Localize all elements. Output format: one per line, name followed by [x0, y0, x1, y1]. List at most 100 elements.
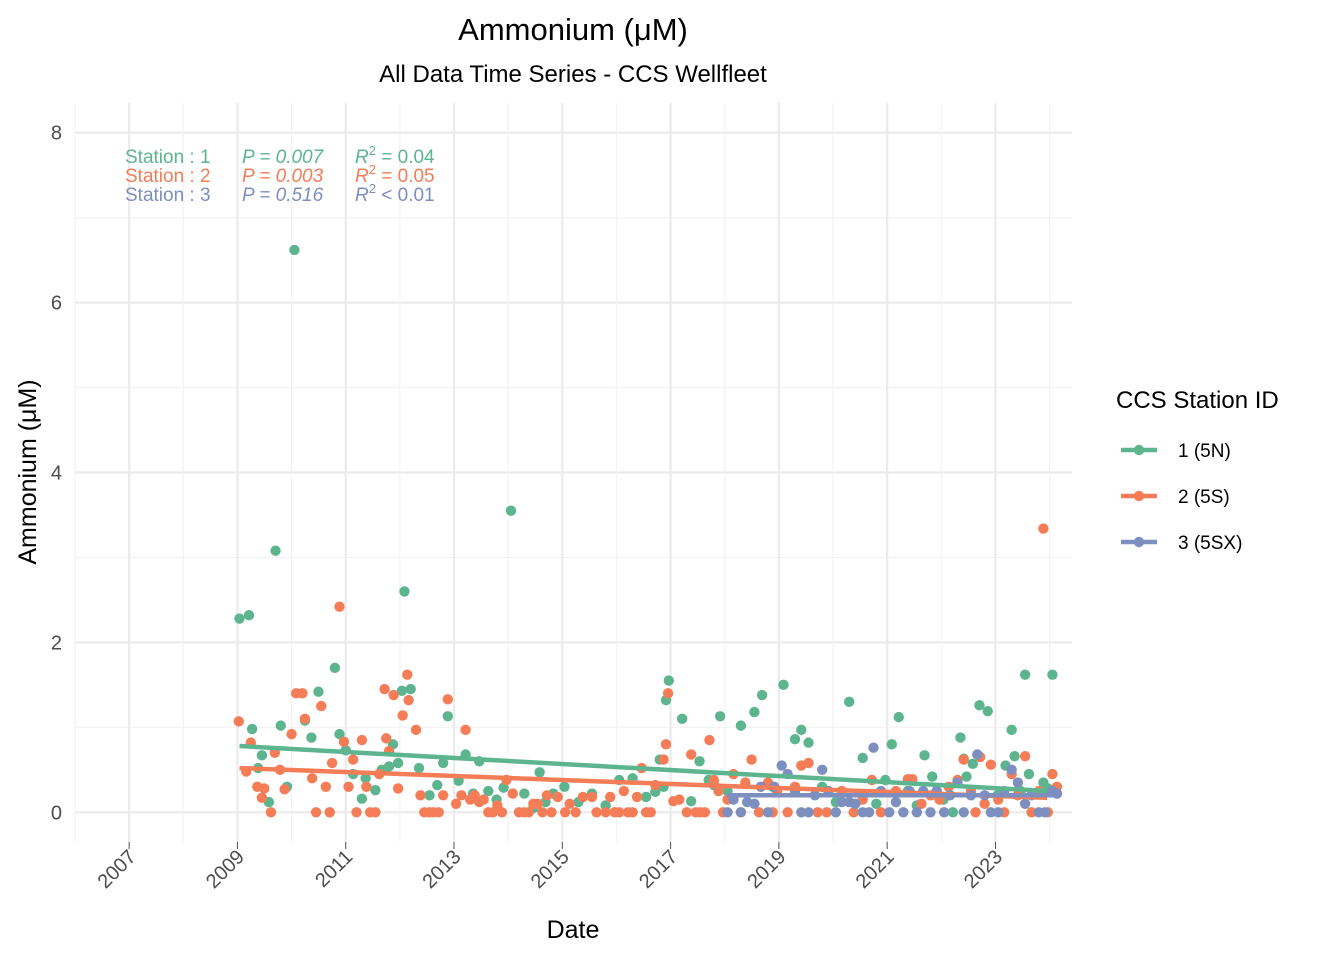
data-point — [640, 791, 652, 803]
data-point — [884, 807, 895, 818]
data-point — [1047, 669, 1058, 680]
data-point — [886, 739, 897, 750]
data-point — [552, 791, 563, 803]
data-point — [947, 807, 959, 818]
data-point — [796, 807, 807, 818]
x-tick-label: 2011 — [311, 846, 357, 892]
data-point — [1019, 669, 1031, 680]
data-point — [605, 791, 616, 803]
data-point — [297, 688, 308, 699]
legend: CCS Station ID 1 (5N) 2 (5S) 3 (5SX) — [1116, 387, 1279, 554]
x-axis-title: Date — [547, 916, 600, 944]
data-point — [424, 790, 435, 801]
data-point — [1023, 768, 1035, 780]
data-point — [286, 728, 297, 740]
data-point — [982, 705, 993, 717]
data-point — [442, 694, 453, 705]
data-point — [1012, 777, 1024, 788]
data-point — [541, 790, 553, 801]
data-point — [662, 688, 674, 699]
x-tick-label: 2013 — [419, 846, 466, 893]
data-point — [392, 757, 404, 769]
data-point — [803, 757, 814, 769]
legend-title: CCS Station ID — [1116, 387, 1279, 414]
data-point — [850, 798, 861, 809]
data-point — [316, 700, 327, 712]
data-point — [985, 759, 997, 770]
data-point — [442, 711, 453, 722]
data-point — [379, 683, 390, 695]
data-point — [289, 244, 300, 256]
data-point — [958, 754, 969, 765]
data-point — [343, 781, 354, 792]
y-tick-label: 6 — [51, 293, 62, 315]
data-point — [370, 807, 381, 818]
data-point — [256, 792, 268, 804]
data-point — [313, 686, 324, 697]
data-point — [279, 784, 290, 795]
x-tick-label: 2019 — [743, 846, 790, 893]
data-point — [1019, 751, 1031, 762]
annotation-r2: R2 = 0.05 — [355, 162, 435, 187]
data-point — [681, 807, 692, 818]
data-point — [627, 807, 638, 818]
data-point — [1009, 751, 1020, 762]
data-point — [356, 734, 368, 746]
data-point — [534, 767, 545, 778]
y-tick-label: 2 — [51, 632, 62, 654]
data-point — [402, 669, 413, 680]
data-point — [898, 807, 909, 818]
data-point — [320, 781, 332, 792]
data-point — [399, 586, 410, 597]
data-point — [397, 710, 408, 721]
legend-item: 2 (5S) — [1121, 487, 1230, 508]
data-point — [660, 739, 672, 750]
data-point — [403, 694, 414, 706]
y-axis-title: Ammonium (μM) — [14, 379, 42, 564]
data-point — [433, 807, 444, 818]
data-point — [789, 734, 801, 745]
data-point — [234, 613, 245, 624]
data-point — [334, 728, 345, 740]
data-point — [537, 807, 548, 818]
data-points — [233, 244, 1063, 818]
data-point — [686, 796, 697, 807]
annotation-row: Station : 2 P = 0.003 R2 = 0.05 — [125, 162, 435, 187]
data-point — [857, 752, 868, 764]
data-point — [329, 662, 341, 674]
data-point — [676, 713, 688, 725]
annotation-r2: R2 = 0.04 — [355, 143, 435, 168]
annotation-row: Station : 3 P = 0.516 R2 < 0.01 — [125, 181, 435, 206]
trend-line — [239, 765, 1048, 801]
chart-title: Ammonium (μM) — [458, 12, 688, 47]
data-point — [351, 807, 362, 818]
legend-label: 1 (5N) — [1178, 441, 1231, 462]
data-point — [955, 732, 966, 743]
annotation-p: P = 0.007 — [242, 147, 325, 168]
data-point — [919, 750, 930, 761]
data-point — [259, 783, 270, 794]
data-point — [388, 689, 399, 701]
data-point — [256, 750, 268, 761]
data-point — [381, 733, 392, 744]
legend-item: 3 (5SX) — [1121, 533, 1242, 554]
data-point — [1047, 768, 1058, 780]
data-point — [1006, 724, 1017, 736]
annotation-station: Station : 1 — [125, 147, 211, 168]
legend-key-point — [1133, 444, 1145, 456]
annotation-station: Station : 2 — [125, 166, 211, 187]
data-point — [830, 807, 842, 818]
data-point — [993, 807, 1004, 818]
data-point — [821, 807, 832, 818]
data-point — [564, 798, 575, 809]
data-point — [306, 732, 317, 743]
data-point — [708, 774, 720, 786]
data-point — [1006, 764, 1017, 775]
legend-key-point — [1133, 490, 1145, 502]
data-point — [803, 737, 814, 748]
data-point — [523, 807, 534, 818]
data-point — [796, 724, 807, 736]
data-point — [450, 798, 462, 809]
data-point — [970, 807, 981, 818]
